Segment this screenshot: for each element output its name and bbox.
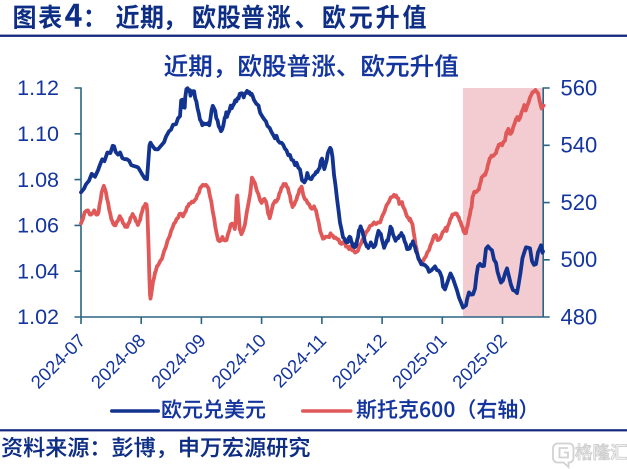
svg-text:1.02: 1.02 xyxy=(17,305,59,329)
svg-text:1.12: 1.12 xyxy=(17,76,59,100)
svg-text:1.08: 1.08 xyxy=(17,168,59,192)
svg-text:560: 560 xyxy=(561,75,598,100)
svg-text:500: 500 xyxy=(561,247,598,272)
svg-text:540: 540 xyxy=(561,133,598,158)
svg-text:1.06: 1.06 xyxy=(17,214,59,238)
svg-text:1.04: 1.04 xyxy=(17,259,59,283)
svg-text:1.10: 1.10 xyxy=(17,122,59,146)
svg-text:520: 520 xyxy=(561,190,598,215)
svg-text:480: 480 xyxy=(561,304,598,329)
